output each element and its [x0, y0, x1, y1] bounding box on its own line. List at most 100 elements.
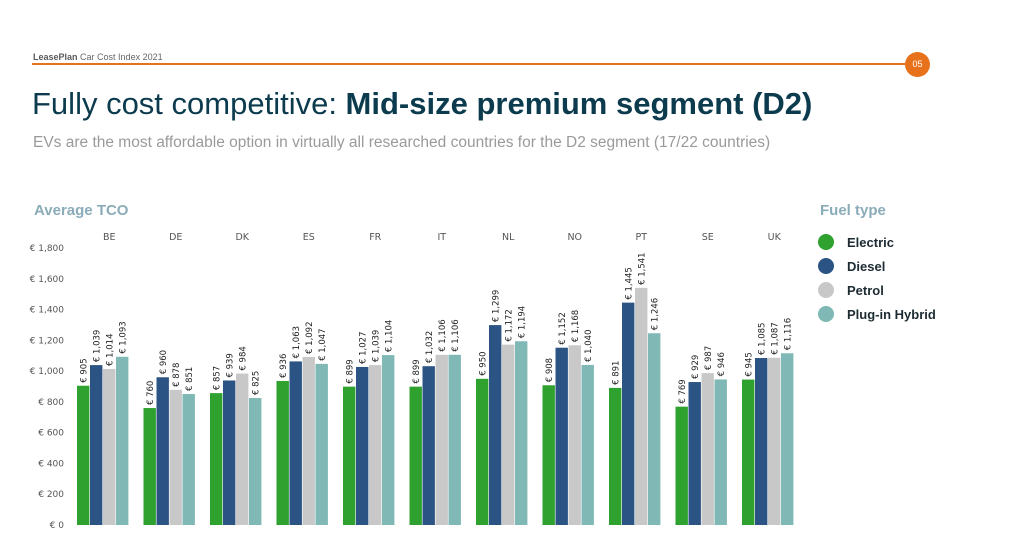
data-label: € 1,104: [385, 320, 395, 352]
data-label: € 760: [146, 381, 156, 405]
legend-label: Diesel: [847, 258, 886, 274]
bar: [343, 386, 356, 525]
data-label: € 1,063: [292, 326, 302, 358]
bar: [755, 358, 768, 525]
legend-swatch: [818, 258, 834, 274]
page-number-badge: 05: [905, 52, 930, 77]
category-label: IT: [437, 232, 446, 243]
legend-item: Diesel: [818, 254, 936, 278]
data-label: € 857: [213, 366, 223, 390]
data-label: € 1,445: [625, 267, 635, 299]
data-label: € 1,541: [638, 252, 648, 284]
data-label: € 1,047: [318, 328, 328, 360]
data-label: € 936: [279, 354, 289, 378]
data-label: € 960: [159, 350, 169, 374]
data-label: € 1,152: [558, 312, 568, 344]
page-subtitle: EVs are the most affordable option in vi…: [33, 134, 771, 151]
bar: [210, 393, 223, 525]
data-label: € 939: [226, 353, 236, 377]
category-label: NL: [502, 232, 515, 243]
data-label: € 825: [252, 371, 262, 395]
data-label: € 1,172: [505, 309, 515, 341]
data-label: € 1,246: [651, 298, 661, 330]
header-divider: [32, 63, 910, 65]
bar: [489, 325, 502, 525]
bar: [276, 380, 289, 525]
data-label: € 1,092: [305, 322, 315, 354]
data-label: € 1,093: [119, 321, 129, 353]
bar: [249, 398, 262, 525]
data-label: € 1,087: [771, 322, 781, 354]
bar: [476, 378, 489, 525]
bar: [609, 387, 622, 525]
bar: [568, 345, 581, 525]
bar: [315, 363, 328, 525]
bar: [77, 385, 90, 525]
legend-item: Petrol: [818, 278, 936, 302]
y-tick-label: € 0: [50, 521, 65, 531]
bar: [382, 355, 395, 525]
data-label: € 946: [717, 352, 727, 376]
data-label: € 929: [691, 355, 701, 379]
bar: [143, 408, 156, 525]
bar: [768, 357, 781, 525]
bar: [675, 406, 688, 525]
data-label: € 851: [185, 367, 195, 391]
bar: [236, 373, 249, 525]
bar: [289, 361, 302, 525]
bar: [781, 353, 794, 525]
bar: [156, 377, 169, 525]
bar: [688, 382, 701, 525]
data-label: € 1,014: [106, 334, 116, 366]
data-label: € 891: [612, 361, 622, 385]
report-name: Car Cost Index 2021: [80, 52, 163, 62]
bar: [302, 356, 315, 525]
data-label: € 1,168: [571, 310, 581, 342]
bar: [502, 344, 515, 525]
y-tick-label: € 1,800: [30, 244, 65, 254]
data-label: € 905: [80, 358, 90, 382]
bar: [356, 366, 369, 525]
bar: [169, 389, 182, 525]
y-tick-label: € 600: [38, 429, 64, 439]
brand-name: LeasePlan: [33, 52, 78, 62]
bar: [701, 373, 714, 525]
legend-swatch: [818, 234, 834, 250]
bar: [223, 380, 236, 525]
legend-title: Fuel type: [820, 202, 886, 219]
y-tick-label: € 1,600: [30, 275, 65, 285]
legend-label: Plug-in Hybrid: [847, 306, 936, 322]
bar: [622, 302, 635, 525]
data-label: € 899: [412, 359, 422, 383]
y-tick-label: € 1,200: [30, 336, 65, 346]
bar: [182, 394, 195, 525]
y-tick-label: € 200: [38, 490, 64, 500]
page-title: Fully cost competitive: Mid-size premium…: [32, 86, 812, 122]
report-header: LeasePlan Car Cost Index 2021: [33, 52, 163, 62]
data-label: € 899: [346, 359, 356, 383]
data-label: € 1,106: [451, 319, 461, 351]
y-tick-label: € 1,400: [30, 306, 65, 316]
bar: [90, 365, 103, 525]
y-tick-label: € 400: [38, 459, 64, 469]
data-label: € 1,032: [425, 331, 435, 363]
bar: [648, 333, 661, 525]
category-label: PT: [635, 232, 647, 243]
bar: [635, 287, 648, 525]
category-label: DK: [235, 232, 249, 243]
category-label: BE: [103, 232, 116, 243]
data-label: € 1,116: [784, 318, 794, 350]
category-label: ES: [303, 232, 315, 243]
bar: [369, 365, 382, 525]
bar: [515, 341, 528, 525]
bar: [435, 354, 448, 525]
data-label: € 1,040: [584, 330, 594, 362]
category-label: DE: [169, 232, 182, 243]
bar: [581, 364, 594, 525]
bar: [103, 368, 116, 525]
data-label: € 1,027: [359, 332, 369, 364]
y-tick-label: € 1,000: [30, 367, 65, 377]
bar: [542, 385, 555, 525]
category-label: SE: [702, 232, 714, 243]
data-label: € 908: [545, 358, 555, 382]
